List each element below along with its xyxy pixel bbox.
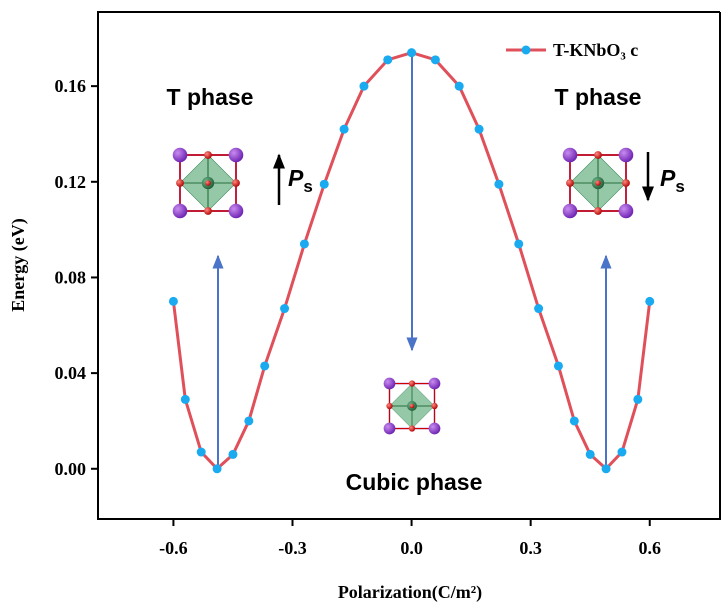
data-point <box>601 464 611 474</box>
data-point <box>180 394 190 404</box>
data-point <box>228 449 238 459</box>
legend-label: T-KNbO₃ c <box>553 40 638 60</box>
p-main: P <box>660 165 676 191</box>
data-point <box>553 361 563 371</box>
data-point <box>339 124 349 134</box>
x-tick-label: 0.0 <box>400 538 423 558</box>
data-point <box>430 55 440 65</box>
data-point <box>383 55 393 65</box>
annotation: Cubic phase <box>346 469 483 495</box>
polarization-label: Ps <box>288 165 313 196</box>
x-tick-label: 0.3 <box>519 538 542 558</box>
legend-marker <box>521 45 531 55</box>
data-point <box>474 124 484 134</box>
data-point <box>212 464 222 474</box>
axes-frame <box>97 11 721 520</box>
y-tick-label: 0.12 <box>55 172 87 192</box>
data-point <box>244 416 254 426</box>
data-point <box>359 81 369 91</box>
data-point <box>534 304 544 314</box>
data-point <box>407 48 417 58</box>
structures <box>171 56 654 465</box>
annotation: T phase <box>555 84 642 110</box>
data-point <box>585 449 595 459</box>
data-point <box>569 416 579 426</box>
data-point <box>280 304 290 314</box>
x-tick-label: -0.6 <box>159 538 188 558</box>
p-sub: s <box>675 177 684 196</box>
p-main: P <box>288 165 304 191</box>
y-tick-label: 0.08 <box>55 267 87 287</box>
data-point <box>617 447 627 457</box>
p-sub: s <box>303 177 312 196</box>
y-tick-label: 0.00 <box>55 459 87 479</box>
data-point <box>168 296 178 306</box>
data-point <box>633 394 643 404</box>
polarization-label: Ps <box>660 165 685 196</box>
data-point <box>514 239 524 249</box>
x-tick-label: 0.6 <box>638 538 661 558</box>
data-point <box>319 179 329 189</box>
x-tick-label: -0.3 <box>278 538 307 558</box>
data-point <box>454 81 464 91</box>
y-tick-label: 0.04 <box>55 363 87 383</box>
x-axis-title: Polarization(C/m²) <box>338 582 482 603</box>
data-point <box>645 296 655 306</box>
data-point <box>196 447 206 457</box>
annotation: T phase <box>167 84 254 110</box>
y-axis-title: Energy (eV) <box>8 218 29 311</box>
data-point <box>494 179 504 189</box>
data-point <box>260 361 270 371</box>
y-tick-label: 0.16 <box>55 76 87 96</box>
data-point <box>299 239 309 249</box>
